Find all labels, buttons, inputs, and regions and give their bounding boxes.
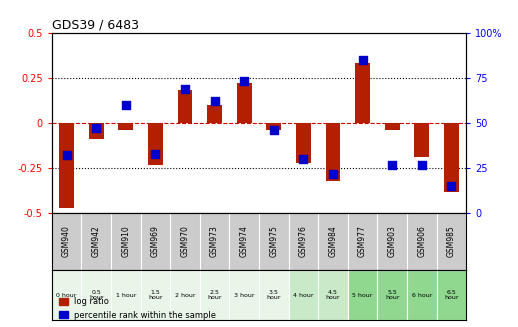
Text: 4 hour: 4 hour bbox=[293, 293, 314, 298]
Bar bbox=[355, 63, 370, 123]
Text: 2 hour: 2 hour bbox=[175, 293, 195, 298]
FancyBboxPatch shape bbox=[229, 270, 259, 320]
Point bbox=[63, 153, 71, 158]
FancyBboxPatch shape bbox=[378, 270, 407, 320]
FancyBboxPatch shape bbox=[81, 270, 111, 320]
Text: GSM974: GSM974 bbox=[240, 226, 249, 257]
Point bbox=[122, 102, 130, 108]
Text: GSM984: GSM984 bbox=[328, 226, 338, 257]
Text: GSM970: GSM970 bbox=[180, 226, 190, 257]
Bar bbox=[296, 123, 311, 163]
FancyBboxPatch shape bbox=[170, 270, 200, 320]
Text: GSM977: GSM977 bbox=[358, 226, 367, 257]
Text: GSM910: GSM910 bbox=[121, 226, 131, 257]
Text: 6 hour: 6 hour bbox=[412, 293, 432, 298]
Text: 4.5
hour: 4.5 hour bbox=[326, 290, 340, 301]
Text: GSM940: GSM940 bbox=[62, 226, 71, 257]
Text: 1 hour: 1 hour bbox=[116, 293, 136, 298]
Bar bbox=[237, 83, 252, 123]
Text: GSM985: GSM985 bbox=[447, 226, 456, 257]
Point bbox=[181, 86, 189, 91]
Point bbox=[240, 79, 248, 84]
Bar bbox=[89, 123, 104, 139]
Text: GSM969: GSM969 bbox=[151, 226, 160, 257]
FancyBboxPatch shape bbox=[289, 270, 318, 320]
Point bbox=[210, 99, 219, 104]
Bar bbox=[266, 123, 281, 130]
Text: GSM975: GSM975 bbox=[269, 226, 278, 257]
Point bbox=[151, 151, 160, 156]
FancyBboxPatch shape bbox=[52, 270, 81, 320]
Text: 6.5
hour: 6.5 hour bbox=[444, 290, 458, 301]
Text: 3.5
hour: 3.5 hour bbox=[267, 290, 281, 301]
FancyBboxPatch shape bbox=[318, 270, 348, 320]
Text: GSM906: GSM906 bbox=[418, 226, 426, 257]
Bar bbox=[414, 123, 429, 157]
Bar bbox=[207, 105, 222, 123]
Text: GSM973: GSM973 bbox=[210, 226, 219, 257]
Text: 5.5
hour: 5.5 hour bbox=[385, 290, 399, 301]
FancyBboxPatch shape bbox=[200, 270, 229, 320]
Text: 0.5
hour: 0.5 hour bbox=[89, 290, 104, 301]
FancyBboxPatch shape bbox=[140, 270, 170, 320]
Bar bbox=[385, 123, 399, 130]
Point bbox=[92, 126, 100, 131]
FancyBboxPatch shape bbox=[259, 270, 289, 320]
Text: 2.5
hour: 2.5 hour bbox=[207, 290, 222, 301]
Text: GSM976: GSM976 bbox=[299, 226, 308, 257]
Legend: log ratio, percentile rank within the sample: log ratio, percentile rank within the sa… bbox=[56, 294, 220, 323]
Bar bbox=[444, 123, 459, 192]
Text: 3 hour: 3 hour bbox=[234, 293, 254, 298]
FancyBboxPatch shape bbox=[437, 270, 466, 320]
Bar bbox=[326, 123, 340, 181]
Text: 1.5
hour: 1.5 hour bbox=[148, 290, 163, 301]
Text: GSM903: GSM903 bbox=[387, 226, 397, 257]
Point bbox=[299, 157, 308, 162]
Text: GDS39 / 6483: GDS39 / 6483 bbox=[52, 19, 139, 31]
Bar bbox=[178, 91, 192, 123]
Text: 0 hour: 0 hour bbox=[56, 293, 77, 298]
Bar bbox=[119, 123, 133, 130]
FancyBboxPatch shape bbox=[348, 270, 378, 320]
Bar bbox=[148, 123, 163, 164]
Point bbox=[358, 57, 367, 62]
Bar bbox=[59, 123, 74, 208]
FancyBboxPatch shape bbox=[111, 270, 140, 320]
Point bbox=[329, 171, 337, 176]
Point bbox=[270, 128, 278, 133]
Point bbox=[418, 162, 426, 167]
Point bbox=[388, 162, 396, 167]
FancyBboxPatch shape bbox=[407, 270, 437, 320]
Text: 5 hour: 5 hour bbox=[352, 293, 373, 298]
Text: GSM942: GSM942 bbox=[92, 226, 100, 257]
Point bbox=[447, 183, 455, 189]
